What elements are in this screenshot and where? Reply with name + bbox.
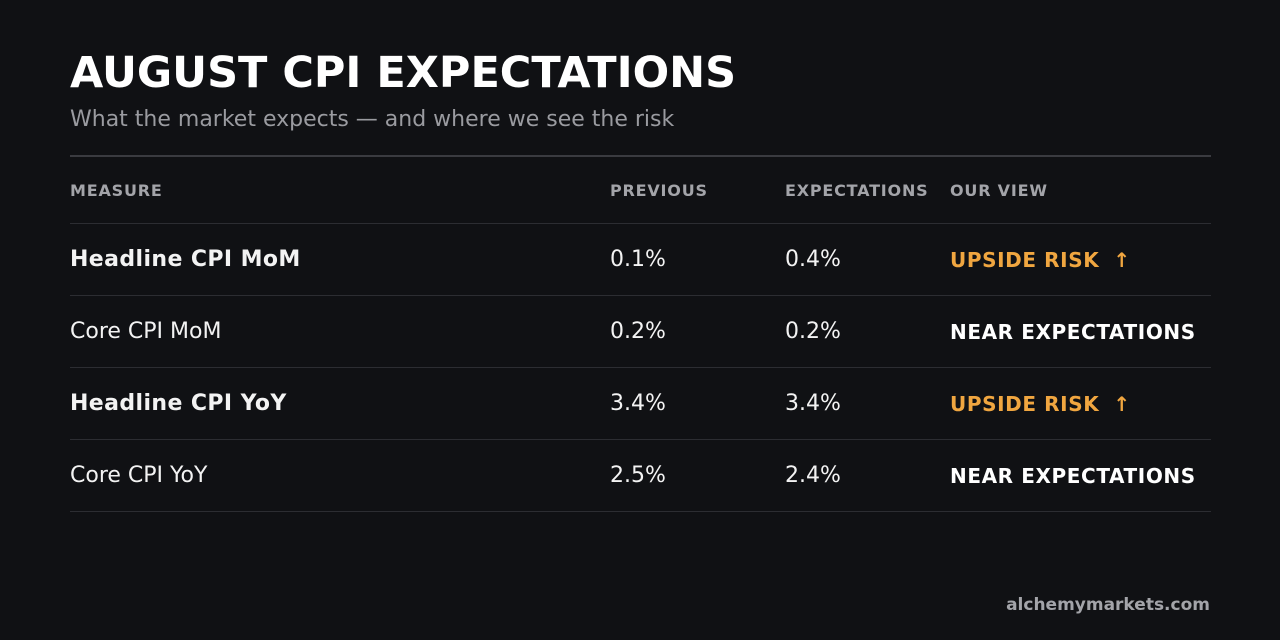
measure-cell: Core CPI MoM xyxy=(70,319,222,344)
previous-cell: 0.2% xyxy=(610,319,666,344)
view-label: NEAR EXPECTATIONS xyxy=(950,319,1196,344)
view-label: UPSIDE RISK xyxy=(950,247,1100,272)
up-arrow-icon: ↑ xyxy=(1113,247,1131,272)
measure-cell: Core CPI YoY xyxy=(70,463,208,488)
column-header-previous: PREVIOUS xyxy=(610,180,708,200)
column-header-expectations: EXPECTATIONS xyxy=(785,180,929,200)
view-label: NEAR EXPECTATIONS xyxy=(950,463,1196,488)
view-cell: UPSIDE RISK ↑ xyxy=(950,224,1130,295)
page-title: AUGUST CPI EXPECTATIONS xyxy=(70,48,737,98)
view-cell: NEAR EXPECTATIONS xyxy=(950,440,1196,511)
measure-cell: Headline CPI MoM xyxy=(70,247,301,272)
table-row: Headline CPI MoM 0.1% 0.4% UPSIDE RISK ↑ xyxy=(70,224,1211,296)
table-row: Core CPI MoM 0.2% 0.2% NEAR EXPECTATIONS xyxy=(70,296,1211,368)
page-subtitle: What the market expects — and where we s… xyxy=(70,107,675,132)
column-header-our-view: OUR VIEW xyxy=(950,180,1048,200)
table-row: Core CPI YoY 2.5% 2.4% NEAR EXPECTATIONS xyxy=(70,440,1211,512)
expectations-cell: 0.2% xyxy=(785,319,841,344)
expectations-cell: 0.4% xyxy=(785,247,841,272)
up-arrow-icon: ↑ xyxy=(1113,391,1131,416)
column-header-measure: MEASURE xyxy=(70,180,163,200)
view-cell: UPSIDE RISK ↑ xyxy=(950,368,1130,439)
expectations-cell: 2.4% xyxy=(785,463,841,488)
source-link[interactable]: alchemymarkets.com xyxy=(1006,595,1210,615)
view-label: UPSIDE RISK xyxy=(950,391,1100,416)
measure-cell: Headline CPI YoY xyxy=(70,391,287,416)
previous-cell: 0.1% xyxy=(610,247,666,272)
cpi-table: MEASURE PREVIOUS EXPECTATIONS OUR VIEW H… xyxy=(70,157,1211,512)
table-header-row: MEASURE PREVIOUS EXPECTATIONS OUR VIEW xyxy=(70,157,1211,224)
top-divider xyxy=(70,155,1211,157)
previous-cell: 2.5% xyxy=(610,463,666,488)
expectations-cell: 3.4% xyxy=(785,391,841,416)
previous-cell: 3.4% xyxy=(610,391,666,416)
view-cell: NEAR EXPECTATIONS xyxy=(950,296,1196,367)
table-row: Headline CPI YoY 3.4% 3.4% UPSIDE RISK ↑ xyxy=(70,368,1211,440)
